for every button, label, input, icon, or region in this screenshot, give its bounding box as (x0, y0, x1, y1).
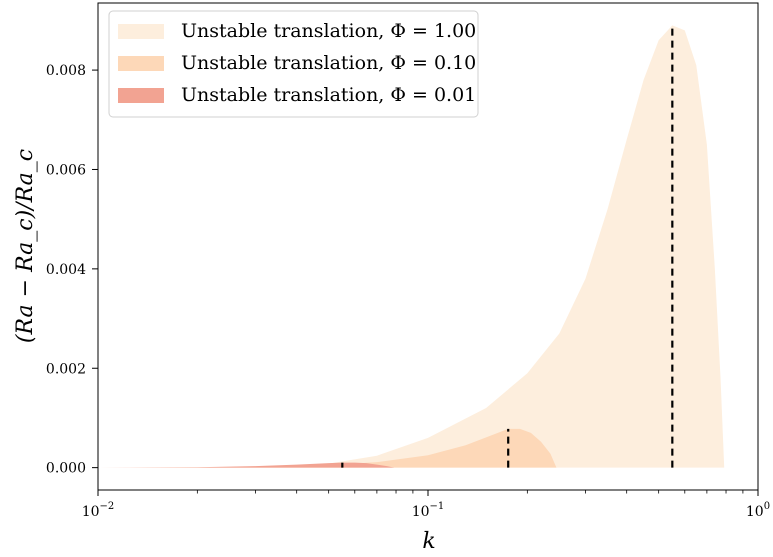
area-series-0 (98, 25, 725, 468)
y-tick-label: 0.002 (46, 361, 86, 377)
legend-swatch (118, 88, 164, 103)
y-tick-label: 0.006 (46, 162, 86, 178)
legend: Unstable translation, Φ = 1.00 Unstable t… (108, 10, 479, 118)
legend-label: Unstable translation, Φ = 1.00 (181, 20, 476, 42)
y-ticks-group: 0.000 0.002 0.004 0.006 0.008 (46, 63, 98, 477)
x-tick-label: 100 (746, 501, 770, 520)
legend-swatch (118, 56, 164, 71)
x-axis-label: k (422, 529, 435, 554)
y-tick-label: 0.008 (46, 63, 86, 79)
y-tick-label: 0.004 (46, 262, 86, 278)
area-series-2 (98, 462, 395, 468)
legend-swatch (118, 24, 164, 39)
x-tick-label: 10−1 (412, 501, 445, 520)
area-series-1 (98, 428, 557, 468)
legend-label: Unstable translation, Φ = 0.10 (181, 52, 476, 74)
x-ticks-group: 10−2 10−1 100 (82, 490, 770, 520)
legend-label: Unstable translation, Φ = 0.01 (181, 84, 476, 106)
y-axis-label: (Ra − Ra_c)/Ra_c (13, 149, 38, 343)
peak-lines-group (341, 25, 674, 468)
area-series-group (98, 25, 725, 468)
legend-box (108, 10, 479, 118)
x-tick-label: 10−2 (82, 501, 115, 520)
y-tick-label: 0.000 (46, 461, 86, 477)
